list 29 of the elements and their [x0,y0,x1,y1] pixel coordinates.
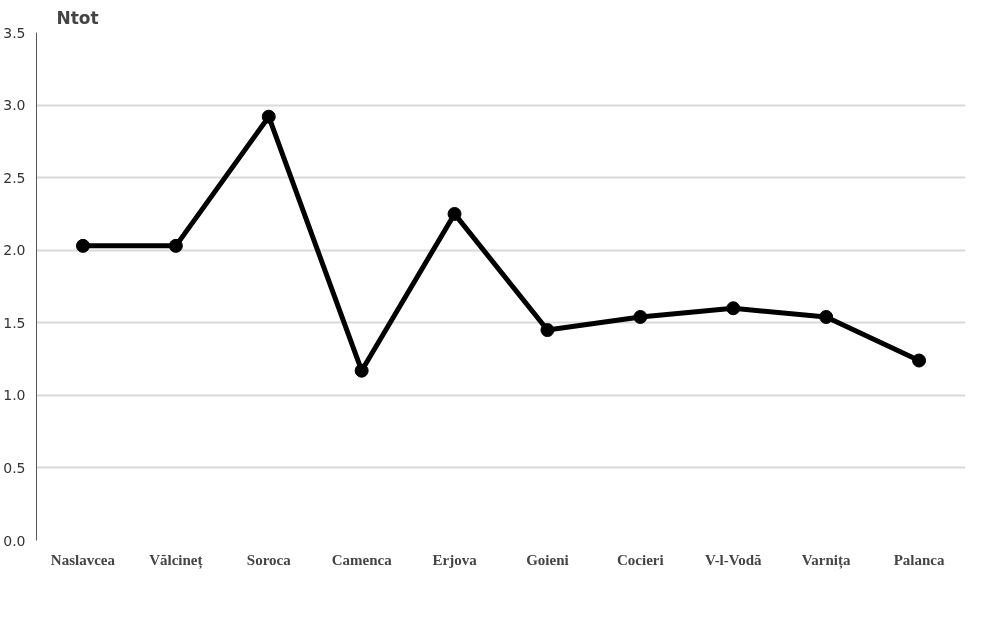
point [261,109,276,124]
x-tick-label: Erjova [432,551,478,568]
x-tick-label: Varnița [801,551,851,569]
x-tick-label: Goieni [526,551,569,568]
point [540,323,555,338]
y-tick-label: 1.0 [3,387,26,404]
y-tick-label: 2.0 [3,242,26,259]
x-tick-label: Soroca [246,551,292,568]
y-tick-label: 1.5 [3,314,26,331]
point [168,238,183,253]
y-tick-label: 0.0 [3,532,26,549]
y-tick-label: 2.5 [3,169,26,186]
y-tick-label: 0.5 [3,459,26,476]
point [75,238,90,253]
y-tick-label: 3.5 [3,24,26,41]
x-tick-label: V-l-Vodă [704,551,763,568]
x-tick-label: Vălcineț [149,551,203,569]
point [447,206,462,221]
point [726,301,741,316]
x-tick-label: Camenca [331,551,393,568]
chart-title: Ntot [56,7,99,28]
y-tick-label: 3.0 [3,97,26,114]
x-tick-label: Cocieri [617,551,664,568]
point [819,309,834,324]
x-tick-label: Naslavcea [50,551,116,568]
point [633,309,648,324]
point [354,363,369,378]
point [912,353,927,368]
x-tick-label: Palanca [893,551,945,568]
